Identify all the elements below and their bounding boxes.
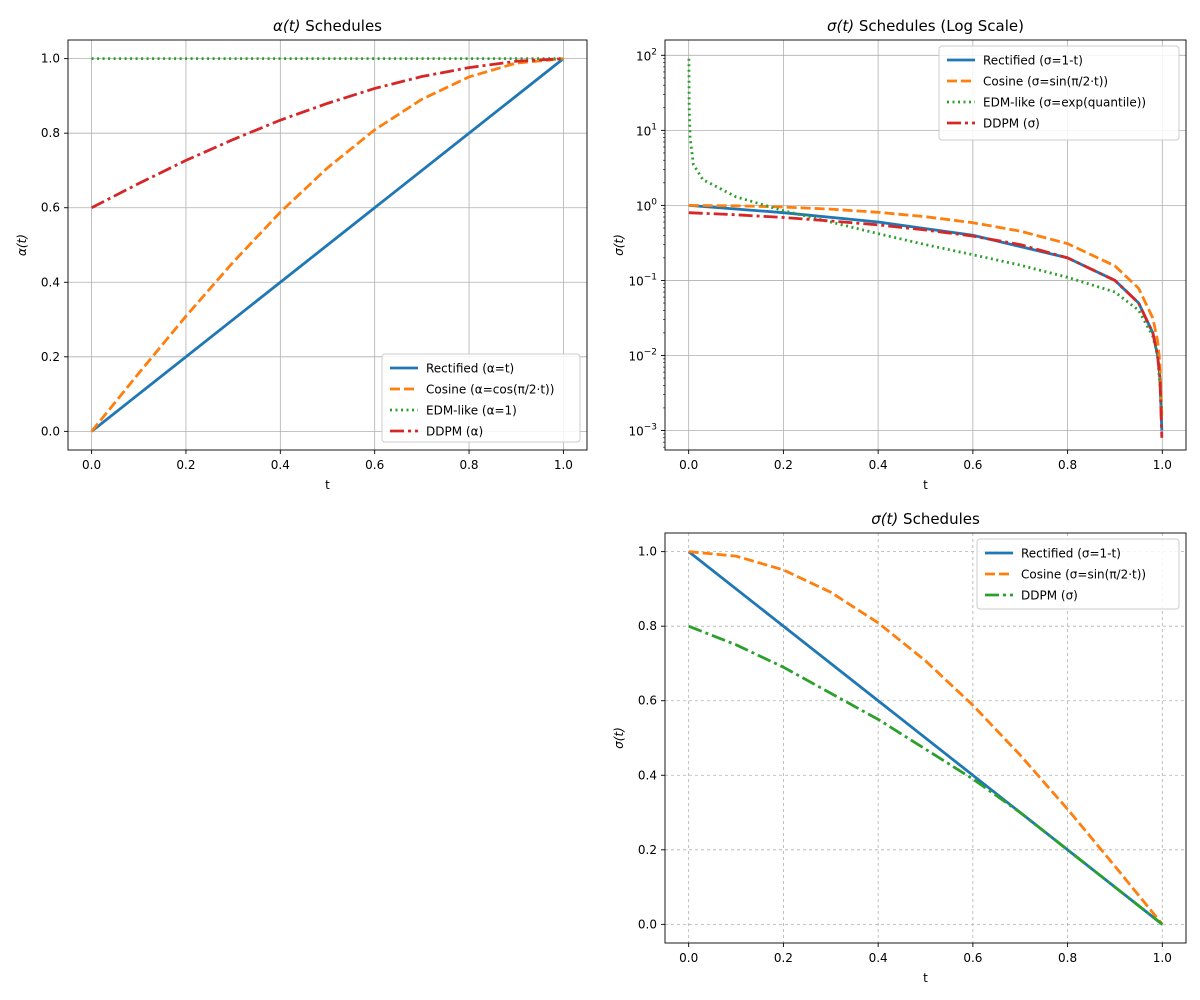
x-tick-label: 0.6 [963, 951, 982, 965]
y-tick-label: 102 [636, 47, 657, 63]
legend-box [976, 538, 1180, 610]
legend-label: DDPM (σ) [983, 117, 1040, 131]
chart-title: α(t) Schedules [273, 17, 382, 35]
x-tick-label: 0.6 [963, 458, 982, 472]
x-axis-label: t [923, 478, 928, 492]
series-line-2 [688, 204, 1164, 416]
legend-label: DDPM (σ) [1021, 589, 1078, 603]
legend: Rectified (σ=1-t) Cosine (σ=sin(π/2·t)) ED… [938, 45, 1180, 141]
series-line-3 [687, 58, 1164, 418]
y-tick-label: 0.4 [41, 275, 60, 289]
x-tick-label: 0.2 [774, 951, 793, 965]
legend-label: Cosine (σ=sin(π/2·t)) [983, 75, 1108, 89]
legend-label: Rectified (σ=1-t) [1021, 547, 1121, 561]
axes-frame [664, 39, 1187, 451]
y-tick-label: 10−1 [628, 272, 657, 288]
y-tick-label: 0.8 [638, 619, 657, 633]
y-tick-label: 0.8 [41, 126, 60, 140]
legend-box [381, 353, 581, 443]
y-tick-label: 0.2 [638, 843, 657, 857]
x-tick-label: 0.0 [679, 458, 698, 472]
axes-frame [67, 39, 588, 451]
x-tick-label: 0.8 [1058, 951, 1077, 965]
x-tick-label: 0.2 [176, 458, 195, 472]
series-line-4 [90, 57, 564, 209]
y-tick-label: 10−3 [628, 423, 657, 439]
axes-frame [664, 532, 1187, 944]
chart-3: 0.0 0.2 0.4 0.6 0.8 1.0 0.0 0.2 0.4 0.6 0.8 1.0 σ(t)… [612, 510, 1187, 985]
chart-2: 0.0 0.2 0.4 0.6 0.8 1.0 10−3 10−2 10−1 100 101 102 σ… [612, 17, 1187, 492]
y-tick-label: 1.0 [638, 545, 657, 559]
series-line-3 [688, 624, 1164, 926]
series-line-2 [688, 550, 1164, 926]
y-tick-label: 0.0 [41, 424, 60, 438]
x-tick-label: 0.4 [869, 951, 888, 965]
chart-1: 0.0 0.2 0.4 0.6 0.8 1.0 0.0 0.2 0.4 0.6 0.8 1.0 α(t)… [15, 17, 588, 492]
y-tick-label: 100 [636, 197, 657, 213]
x-tick-label: 0.8 [1058, 458, 1077, 472]
legend-label: EDM-like (σ=exp(quantile)) [983, 96, 1146, 110]
chart-title: σ(t) Schedules [871, 510, 980, 528]
legend-label: EDM-like (α=1) [426, 404, 517, 418]
y-axis-label: σ(t) [612, 727, 626, 749]
x-tick-label: 0.6 [365, 458, 384, 472]
x-tick-label: 1.0 [554, 458, 573, 472]
legend-box [938, 45, 1180, 141]
x-axis-label: t [923, 971, 928, 985]
y-axis-label: α(t) [15, 234, 29, 256]
y-tick-label: 1.0 [41, 52, 60, 66]
x-axis-label: t [325, 478, 330, 492]
y-tick-label: 0.6 [638, 694, 657, 708]
legend-label: Cosine (σ=sin(π/2·t)) [1021, 568, 1146, 582]
legend-label: Rectified (α=t) [426, 362, 514, 376]
y-tick-label: 101 [636, 122, 657, 138]
chart-title: σ(t) Schedules (Log Scale) [827, 17, 1024, 35]
x-tick-label: 0.0 [679, 951, 698, 965]
y-tick-label: 0.6 [41, 201, 60, 215]
x-tick-label: 1.0 [1153, 458, 1172, 472]
x-tick-label: 0.0 [82, 458, 101, 472]
y-tick-label: 10−2 [628, 347, 657, 363]
y-tick-label: 0.0 [638, 917, 657, 931]
legend: Rectified (σ=1-t) Cosine (σ=sin(π/2·t)) DD… [976, 538, 1180, 610]
series-line-4 [688, 211, 1164, 438]
series-line-1 [90, 57, 565, 433]
x-tick-label: 0.2 [774, 458, 793, 472]
x-tick-label: 0.8 [459, 458, 478, 472]
x-tick-label: 0.4 [869, 458, 888, 472]
legend-label: Rectified (σ=1-t) [983, 54, 1083, 68]
series-line-2 [90, 57, 564, 433]
series-line-1 [688, 204, 1164, 431]
x-tick-label: 1.0 [1153, 951, 1172, 965]
y-tick-label: 0.2 [41, 350, 60, 364]
y-tick-label: 0.4 [638, 768, 657, 782]
legend-label: Cosine (α=cos(π/2·t)) [426, 383, 554, 397]
x-tick-label: 0.4 [271, 458, 290, 472]
y-axis-label: σ(t) [612, 234, 626, 256]
legend: Rectified (α=t) Cosine (α=cos(π/2·t)) EDM-… [381, 353, 581, 443]
legend-label: DDPM (α) [426, 425, 483, 439]
